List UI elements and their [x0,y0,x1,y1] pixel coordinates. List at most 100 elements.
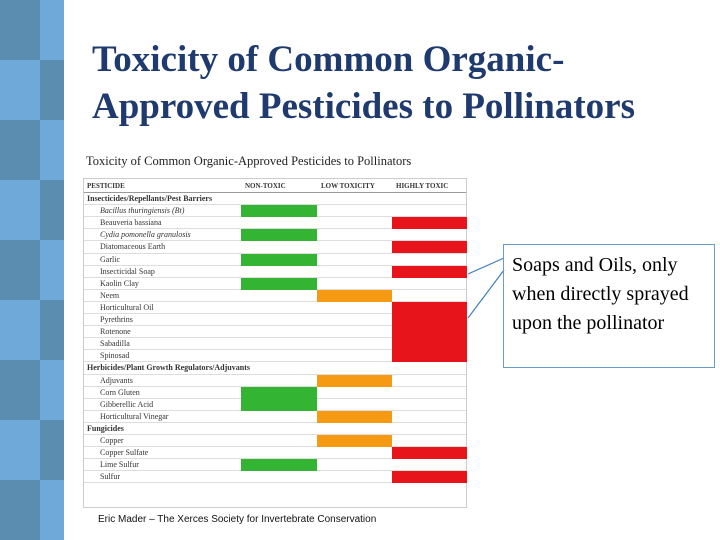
decor-tile [40,520,64,540]
row-label: Rotenone [100,327,131,337]
row-label: Cydia pomonella granulosis [100,230,191,240]
column-header: LOW TOXICITY [321,182,375,190]
row-rule [84,446,466,448]
decor-tile [0,0,40,20]
row-label: Diatomaceous Earth [100,242,166,252]
section-label: Fungicides [87,423,124,433]
decor-tile [0,180,40,200]
row-rule [84,482,466,484]
decor-tile [40,300,64,320]
section-label: Herbicides/Plant Growth Regulators/Adjuv… [87,363,250,373]
row-label: Gibberellic Acid [100,399,154,409]
decor-tile [40,80,64,100]
row-rule [84,252,466,254]
rating-cell [392,314,467,327]
decor-tile [40,180,64,200]
title-line: Toxicity of Common Organic- [92,39,565,80]
decor-tile [40,460,64,480]
decor-tile [0,220,40,240]
rating-cell [241,398,317,411]
decor-tile [40,280,64,300]
decor-tile [40,220,64,240]
decor-tile [0,200,40,220]
decor-tile [0,140,40,160]
row-label: Neem [100,290,120,300]
row-label: Pyrethrins [100,315,133,324]
decor-tile [40,0,64,20]
decor-tile [0,260,40,280]
row-rule [84,337,466,339]
decor-tile [0,80,40,100]
rating-cell [241,459,317,472]
row-rule [84,373,466,375]
column-header: HIGHLY TOXIC [396,182,449,190]
decor-tile [40,100,64,120]
decor-tile [40,60,64,80]
row-rule [84,228,466,230]
rating-cell [317,410,392,423]
decor-tile [0,320,40,340]
row-rule [84,276,466,278]
section-label: Insecticides/Repellants/Pest Barriers [87,194,213,203]
rating-cell [392,447,467,460]
decor-tile [40,380,64,400]
decor-tile [40,500,64,520]
decor-tile [40,340,64,360]
row-label: Garlic [100,254,120,264]
decor-tile [40,360,64,380]
row-label: Spinosad [100,351,130,361]
row-label: Horticultural Oil [100,302,154,312]
decor-tile [40,420,64,440]
row-label: Bacillus thuringiensis (Bt) [100,206,185,216]
rating-cell [317,435,392,448]
decor-tile [40,20,64,40]
row-rule [84,421,466,423]
title-line: Approved Pesticides to Pollinators [92,86,635,127]
row-rule [84,458,466,460]
decor-tile [0,240,40,260]
callout: Soaps and Oils, only when directly spray… [503,244,715,368]
decor-tile [0,460,40,480]
row-rule [84,361,466,363]
table-caption: Toxicity of Common Organic-Approved Pest… [86,154,412,168]
rating-cell [317,289,392,302]
decor-tile [40,400,64,420]
decor-tile [0,500,40,520]
decor-tile [0,100,40,120]
rating-cell [392,217,467,230]
arrow [467,269,505,319]
decor-tile [40,240,64,260]
rating-cell [392,471,467,484]
row-label: Lime Sulfur [100,460,139,470]
decor-tile [0,520,40,540]
rating-cell [241,229,317,242]
decor-strip [0,0,64,540]
row-label: Beauveria bassiana [100,218,162,228]
row-label: Corn Gluten [100,387,140,397]
decor-tile [0,440,40,460]
decor-tile [40,200,64,220]
rating-cell [392,338,467,351]
decor-tile [40,120,64,140]
row-rule [84,349,466,351]
rating-cell [317,374,392,387]
decor-tile [0,40,40,60]
decor-tile [40,40,64,60]
decor-tile [0,280,40,300]
row-label: Copper [100,436,124,445]
decor-tile [0,480,40,500]
rating-cell [241,205,317,218]
decor-tile [40,160,64,180]
decor-tile [0,20,40,40]
row-rule [84,300,466,302]
row-rule [84,434,466,435]
rating-cell [392,241,467,254]
decor-tile [0,360,40,380]
row-label: Horticultural Vinegar [100,411,169,421]
decor-tile [0,300,40,320]
column-header: PESTICIDE [87,182,125,190]
decor-tile [40,440,64,460]
rating-cell [392,301,467,314]
